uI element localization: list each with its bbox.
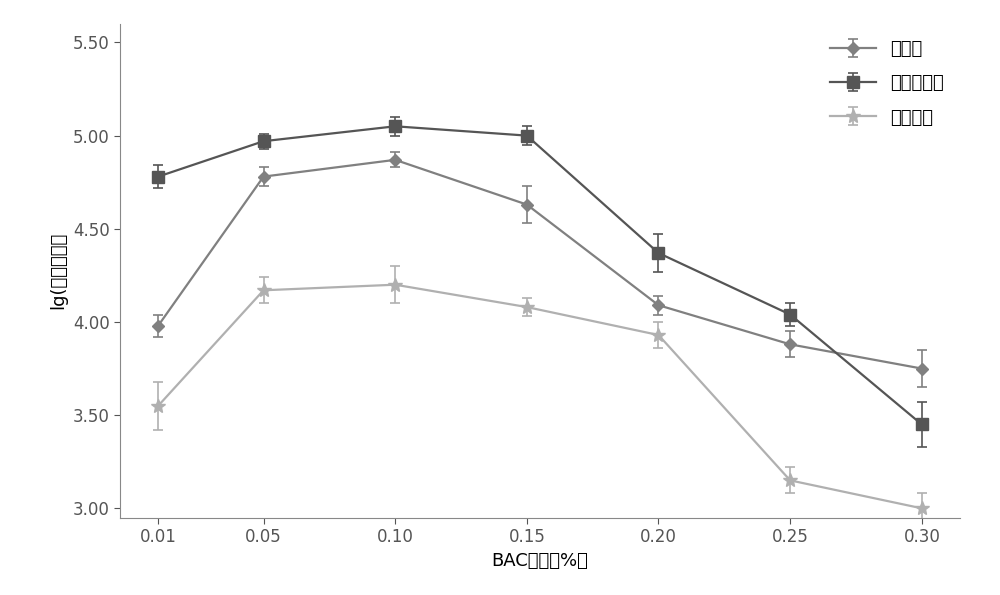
Legend: 黑曲霉, 串珠镰刀菌, 草酸青霉: 黑曲霉, 串珠镰刀菌, 草酸青霉 xyxy=(823,33,951,134)
X-axis label: BAC浓度（%）: BAC浓度（%） xyxy=(492,552,588,569)
Y-axis label: lg(发光强度）: lg(发光强度） xyxy=(49,232,67,309)
